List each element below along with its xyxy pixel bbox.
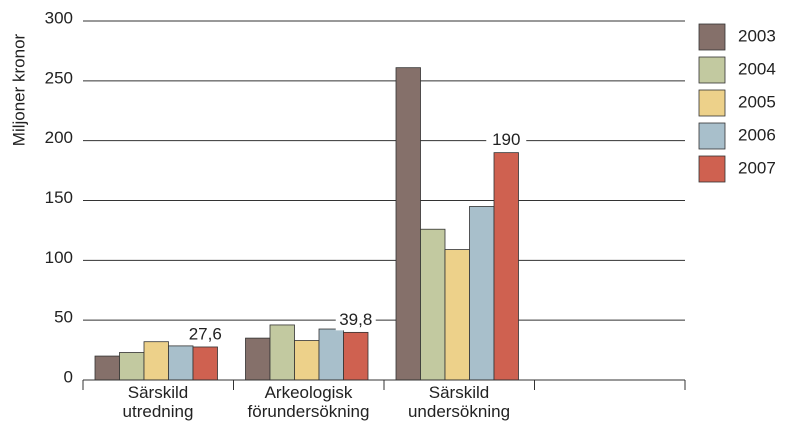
- x-tick-label: Arkeologisk förundersökning: [247, 383, 370, 421]
- value-label-bg: [486, 130, 527, 151]
- legend-label: 2004: [738, 59, 776, 78]
- value-label-bg: [335, 310, 376, 331]
- value-label-bg: [185, 324, 226, 345]
- y-tick-label: 50: [54, 308, 73, 327]
- bar: [343, 331, 369, 381]
- bar: [493, 152, 519, 381]
- legend-swatch: [698, 56, 726, 84]
- y-tick-label: 150: [45, 188, 73, 207]
- legend-swatch: [698, 23, 726, 51]
- bar: [119, 352, 145, 381]
- bar: [395, 67, 421, 381]
- y-tick-label: 200: [45, 128, 73, 147]
- bar: [469, 206, 495, 381]
- bar: [168, 345, 194, 381]
- legend-label: 2005: [738, 92, 776, 111]
- value-label: 27,6: [189, 324, 222, 343]
- value-label: 39,8: [339, 310, 372, 329]
- bar: [318, 328, 344, 381]
- x-tick-label: Särskild undersökning: [407, 383, 511, 421]
- legend-swatch: [698, 155, 726, 183]
- x-tick-label: Särskild utredning: [122, 383, 194, 421]
- value-label: 190: [492, 130, 520, 149]
- bar: [420, 228, 446, 381]
- y-tick-label: 0: [64, 367, 73, 386]
- bar: [94, 355, 120, 381]
- bar: [269, 324, 295, 381]
- y-tick-label: 250: [45, 68, 73, 87]
- legend-swatch: [698, 89, 726, 117]
- y-tick-label: 300: [45, 8, 73, 27]
- y-tick-label: 100: [45, 248, 73, 267]
- bar: [143, 341, 169, 381]
- bar: [192, 346, 218, 381]
- legend-label: 2006: [738, 125, 776, 144]
- bar: [294, 340, 320, 381]
- legend-label: 2003: [738, 26, 776, 45]
- legend-swatch: [698, 122, 726, 150]
- legend-label: 2007: [738, 158, 776, 177]
- y-axis-label: Miljoner kronor: [9, 33, 28, 146]
- bar: [444, 249, 470, 381]
- bar: [245, 337, 271, 381]
